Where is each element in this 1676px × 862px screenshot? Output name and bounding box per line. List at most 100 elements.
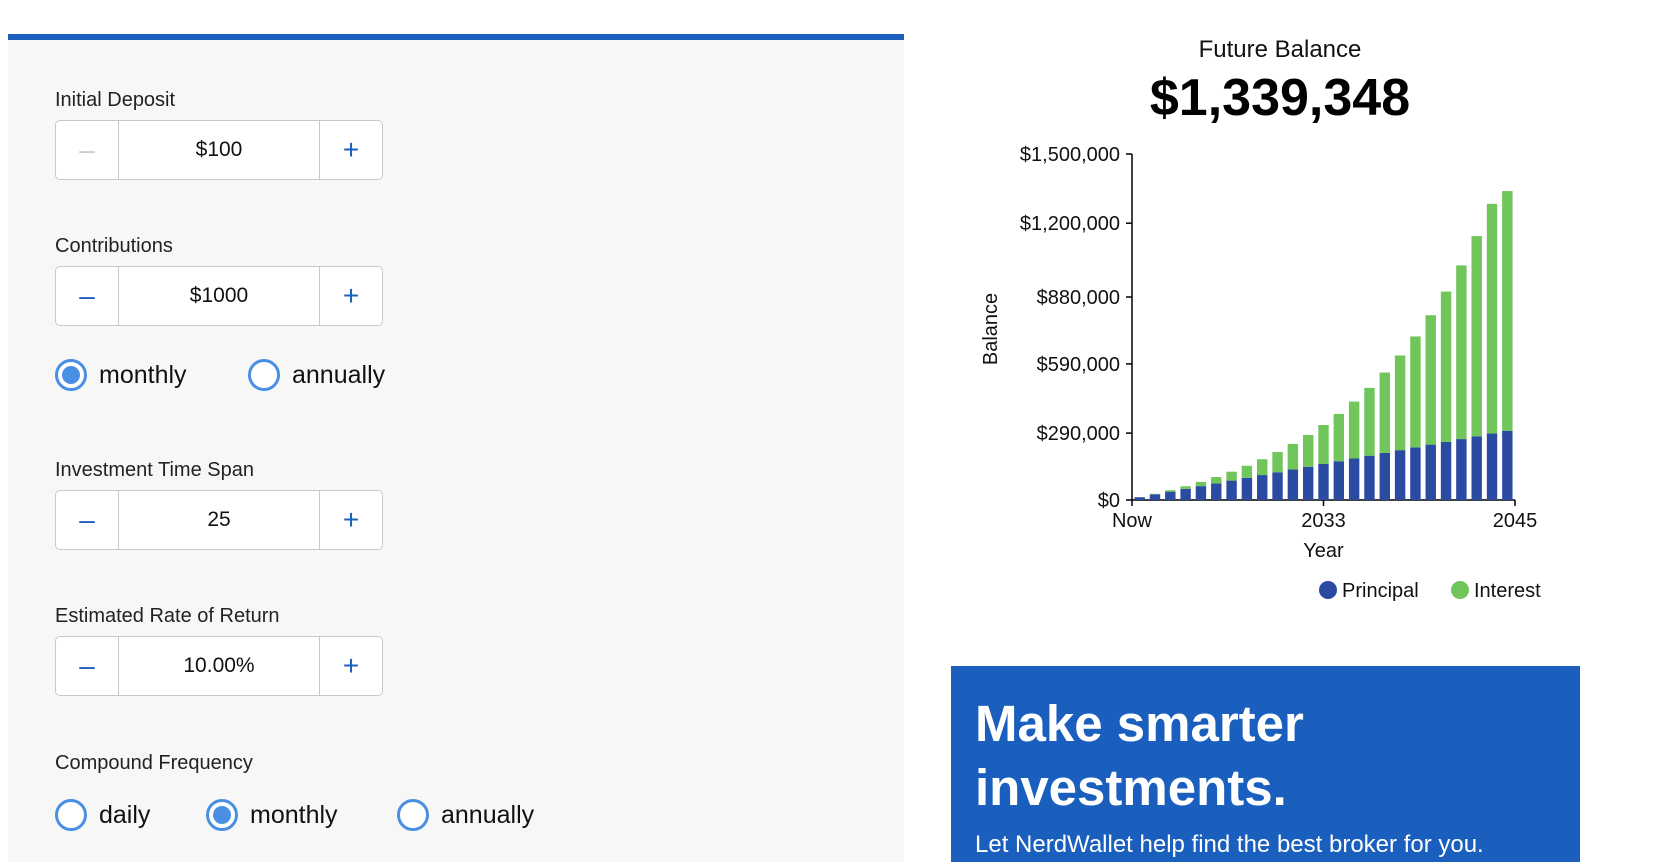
principal-bar (1257, 475, 1268, 500)
principal-bar (1364, 455, 1375, 500)
ad-subtext: Let NerdWallet help find the best broker… (975, 831, 1484, 858)
interest-bar (1302, 434, 1314, 467)
interest-bar (1364, 387, 1375, 456)
time-span-input[interactable]: 25 (118, 491, 320, 549)
principal-bar (1486, 433, 1498, 500)
initial-deposit-label: Initial Deposit (55, 89, 176, 111)
interest-bar (1318, 425, 1329, 464)
interest-bar (1195, 481, 1207, 487)
interest-bar (1257, 459, 1268, 476)
legend-interest-dot (1451, 581, 1469, 599)
principal-bar (1241, 477, 1253, 500)
time-span-stepper: – 25 + (55, 490, 383, 550)
radio-selected-dot (213, 806, 231, 824)
rate-of-return-plus-button[interactable]: + (342, 650, 360, 681)
contributions-minus-button[interactable]: – (79, 280, 95, 311)
principal-bar (1348, 458, 1360, 500)
legend-interest-label: Interest (1474, 580, 1541, 602)
y-tick-label: $590,000 (1037, 354, 1120, 376)
time-span-plus-button[interactable]: + (342, 504, 360, 535)
principal-bar (1272, 472, 1283, 500)
interest-bar (1425, 315, 1436, 445)
interest-bar (1333, 413, 1345, 462)
principal-bar (1287, 469, 1299, 500)
contributions-label: Contributions (55, 235, 173, 257)
y-tick-label: $1,200,000 (1020, 213, 1120, 235)
contribution-monthly-option[interactable]: monthly (55, 359, 187, 391)
contributions-input[interactable]: $1000 (118, 267, 320, 325)
compound-annually-label: annually (441, 800, 535, 829)
principal-bar (1379, 452, 1390, 500)
initial-deposit-minus-button[interactable]: – (79, 134, 95, 165)
compound-monthly-radio[interactable] (206, 799, 238, 831)
x-tick-label: Now (1112, 510, 1153, 532)
contributions-stepper: – $1000 + (55, 266, 383, 326)
rate-of-return-input[interactable]: 10.00% (118, 637, 320, 695)
interest-bar (1287, 443, 1299, 470)
interest-bar (1456, 265, 1467, 440)
principal-bar (1394, 450, 1406, 500)
contribution-annually-label: annually (292, 360, 386, 389)
contribution-annually-option[interactable]: annually (248, 359, 385, 391)
contribution-monthly-label: monthly (99, 360, 187, 389)
initial-deposit-plus-button[interactable]: + (342, 134, 360, 165)
principal-bar (1226, 480, 1237, 500)
ad-headline: Make smarter investments. (975, 695, 1304, 816)
principal-bar (1425, 444, 1436, 500)
legend-principal-label: Principal (1342, 580, 1419, 602)
initial-deposit-input[interactable]: $100 (118, 121, 320, 179)
principal-bar (1318, 463, 1329, 500)
x-tick-label: 2045 (1493, 510, 1538, 532)
interest-bar (1272, 451, 1283, 473)
contribution-monthly-radio[interactable] (55, 359, 87, 391)
rate-of-return-minus-button[interactable]: – (79, 650, 95, 681)
principal-bar (1195, 486, 1207, 500)
principal-bar (1410, 447, 1421, 500)
principal-bar (1502, 430, 1513, 500)
y-tick-label: $0 (1098, 490, 1120, 512)
interest-bar (1502, 191, 1513, 431)
principal-bar (1165, 491, 1176, 500)
principal-bar (1149, 494, 1161, 500)
time-span-label: Investment Time Span (55, 459, 254, 481)
y-axis-label: Balance (980, 293, 1002, 365)
principal-bar (1471, 436, 1482, 500)
radio-selected-dot (62, 366, 80, 384)
compound-monthly-option[interactable]: monthly (206, 799, 338, 831)
compound-annually-option[interactable]: annually (397, 799, 534, 831)
y-tick-label: $290,000 (1037, 423, 1120, 445)
principal-bar (1302, 466, 1314, 500)
y-tick-label: $1,500,000 (1020, 144, 1120, 166)
compound-annually-radio[interactable] (397, 799, 429, 831)
interest-bar (1440, 291, 1452, 442)
x-tick-label: 2033 (1301, 510, 1346, 532)
interest-bar (1394, 355, 1406, 451)
interest-bar (1348, 401, 1360, 459)
interest-bar (1180, 486, 1191, 489)
time-span-minus-button[interactable]: – (79, 504, 95, 535)
rate-of-return-label: Estimated Rate of Return (55, 605, 280, 627)
future-balance-title: Future Balance (1198, 36, 1362, 63)
compound-daily-label: daily (99, 800, 151, 829)
interest-bar (1379, 372, 1390, 453)
compound-monthly-label: monthly (250, 800, 338, 829)
future-balance-value: $1,339,348 (1149, 69, 1411, 127)
interest-bar (1211, 477, 1222, 484)
principal-bar (1456, 439, 1467, 500)
principal-bar (1180, 488, 1191, 500)
compound-daily-option[interactable]: daily (55, 799, 150, 831)
interest-bar (1165, 490, 1176, 492)
interest-bar (1471, 236, 1482, 437)
compound-daily-radio[interactable] (55, 799, 87, 831)
interest-bar (1226, 471, 1237, 481)
calculator-form: Initial Deposit – $100 + Contributions –… (8, 34, 904, 862)
interest-bar (1410, 336, 1421, 448)
interest-bar (1149, 493, 1161, 495)
initial-deposit-stepper: – $100 + (55, 120, 383, 180)
principal-bar (1333, 461, 1345, 500)
interest-bar (1241, 465, 1253, 478)
contribution-annually-radio[interactable] (248, 359, 280, 391)
broker-ad-banner[interactable]: Make smarter investments. Let NerdWallet… (951, 666, 1580, 862)
contributions-plus-button[interactable]: + (342, 280, 360, 311)
balance-chart: $0 $290,000 $590,000 $880,000 $1,200,000 $1,5… (980, 144, 1541, 602)
